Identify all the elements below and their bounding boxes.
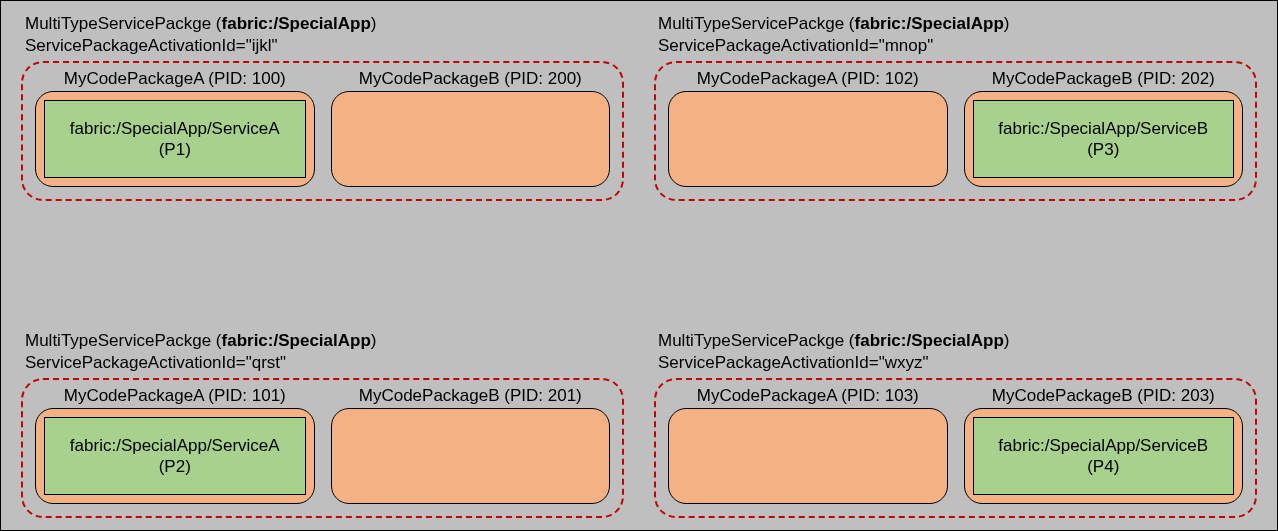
package-header: MultiTypeServicePackge (fabric:/SpecialA… xyxy=(25,330,624,374)
service-name: fabric:/SpecialApp/ServiceA xyxy=(70,435,280,456)
code-package-box: fabric:/SpecialApp/ServiceB (P3) xyxy=(964,91,1244,187)
package-dashed-container: MyCodePackageA (PID: 101) fabric:/Specia… xyxy=(21,378,624,518)
package-title-line: MultiTypeServicePackge (fabric:/SpecialA… xyxy=(25,330,624,352)
package-dashed-container: MyCodePackageA (PID: 100) fabric:/Specia… xyxy=(21,61,624,201)
service-name: fabric:/SpecialApp/ServiceB xyxy=(998,435,1208,456)
package-dashed-container: MyCodePackageA (PID: 102) MyCodePackageB… xyxy=(654,61,1257,201)
service-partition: (P4) xyxy=(1087,456,1119,477)
service-name: fabric:/SpecialApp/ServiceA xyxy=(70,118,280,139)
code-package: MyCodePackageB (PID: 202) fabric:/Specia… xyxy=(964,69,1244,187)
service-name: fabric:/SpecialApp/ServiceB xyxy=(998,118,1208,139)
code-package: MyCodePackageA (PID: 100) fabric:/Specia… xyxy=(35,69,315,187)
code-package: MyCodePackageA (PID: 101) fabric:/Specia… xyxy=(35,386,315,504)
code-package: MyCodePackageB (PID: 200) xyxy=(331,69,611,187)
title-suffix: ) xyxy=(371,331,377,350)
empty-code-package xyxy=(677,417,939,495)
service-replica: fabric:/SpecialApp/ServiceB (P4) xyxy=(973,417,1235,495)
code-package-label: MyCodePackageA (PID: 101) xyxy=(64,386,286,406)
package-title-line: MultiTypeServicePackge (fabric:/SpecialA… xyxy=(25,13,624,35)
service-partition: (P2) xyxy=(159,456,191,477)
service-replica: fabric:/SpecialApp/ServiceA (P1) xyxy=(44,100,306,178)
empty-code-package xyxy=(677,100,939,178)
code-package: MyCodePackageA (PID: 103) xyxy=(668,386,948,504)
row-top: MultiTypeServicePackge (fabric:/SpecialA… xyxy=(21,13,1257,201)
title-prefix: MultiTypeServicePackge ( xyxy=(25,14,222,33)
code-package-label: MyCodePackageB (PID: 203) xyxy=(992,386,1215,406)
title-app-name: fabric:/SpecialApp xyxy=(855,331,1004,350)
code-package-box xyxy=(668,91,948,187)
activation-id: ServicePackageActivationId="ijkl" xyxy=(25,35,624,57)
title-suffix: ) xyxy=(371,14,377,33)
code-package: MyCodePackageB (PID: 201) xyxy=(331,386,611,504)
code-package: MyCodePackageA (PID: 102) xyxy=(668,69,948,187)
code-package-label: MyCodePackageA (PID: 103) xyxy=(697,386,919,406)
title-app-name: fabric:/SpecialApp xyxy=(855,14,1004,33)
activation-id: ServicePackageActivationId="qrst" xyxy=(25,352,624,374)
title-prefix: MultiTypeServicePackge ( xyxy=(658,331,855,350)
service-package: MultiTypeServicePackge (fabric:/SpecialA… xyxy=(654,13,1257,201)
title-app-name: fabric:/SpecialApp xyxy=(222,331,371,350)
row-bottom: MultiTypeServicePackge (fabric:/SpecialA… xyxy=(21,330,1257,518)
activation-id: ServicePackageActivationId="mnop" xyxy=(658,35,1257,57)
code-package-box: fabric:/SpecialApp/ServiceA (P2) xyxy=(35,408,315,504)
code-package-box xyxy=(668,408,948,504)
service-replica: fabric:/SpecialApp/ServiceA (P2) xyxy=(44,417,306,495)
code-package-label: MyCodePackageA (PID: 100) xyxy=(64,69,286,89)
service-package: MultiTypeServicePackge (fabric:/SpecialA… xyxy=(21,13,624,201)
package-title-line: MultiTypeServicePackge (fabric:/SpecialA… xyxy=(658,330,1257,352)
title-suffix: ) xyxy=(1004,14,1010,33)
code-package-label: MyCodePackageB (PID: 202) xyxy=(992,69,1215,89)
diagram-canvas: MultiTypeServicePackge (fabric:/SpecialA… xyxy=(0,0,1278,531)
empty-code-package xyxy=(340,100,602,178)
code-package-box: fabric:/SpecialApp/ServiceA (P1) xyxy=(35,91,315,187)
title-prefix: MultiTypeServicePackge ( xyxy=(658,14,855,33)
code-package-label: MyCodePackageB (PID: 200) xyxy=(359,69,582,89)
service-replica: fabric:/SpecialApp/ServiceB (P3) xyxy=(973,100,1235,178)
package-dashed-container: MyCodePackageA (PID: 103) MyCodePackageB… xyxy=(654,378,1257,518)
service-partition: (P1) xyxy=(159,139,191,160)
service-partition: (P3) xyxy=(1087,139,1119,160)
package-header: MultiTypeServicePackge (fabric:/SpecialA… xyxy=(25,13,624,57)
activation-id: ServicePackageActivationId="wxyz" xyxy=(658,352,1257,374)
package-header: MultiTypeServicePackge (fabric:/SpecialA… xyxy=(658,330,1257,374)
code-package: MyCodePackageB (PID: 203) fabric:/Specia… xyxy=(964,386,1244,504)
title-prefix: MultiTypeServicePackge ( xyxy=(25,331,222,350)
code-package-box xyxy=(331,91,611,187)
service-package: MultiTypeServicePackge (fabric:/SpecialA… xyxy=(654,330,1257,518)
service-package: MultiTypeServicePackge (fabric:/SpecialA… xyxy=(21,330,624,518)
code-package-label: MyCodePackageA (PID: 102) xyxy=(697,69,919,89)
title-app-name: fabric:/SpecialApp xyxy=(222,14,371,33)
code-package-label: MyCodePackageB (PID: 201) xyxy=(359,386,582,406)
code-package-box xyxy=(331,408,611,504)
title-suffix: ) xyxy=(1004,331,1010,350)
code-package-box: fabric:/SpecialApp/ServiceB (P4) xyxy=(964,408,1244,504)
package-title-line: MultiTypeServicePackge (fabric:/SpecialA… xyxy=(658,13,1257,35)
empty-code-package xyxy=(340,417,602,495)
package-header: MultiTypeServicePackge (fabric:/SpecialA… xyxy=(658,13,1257,57)
